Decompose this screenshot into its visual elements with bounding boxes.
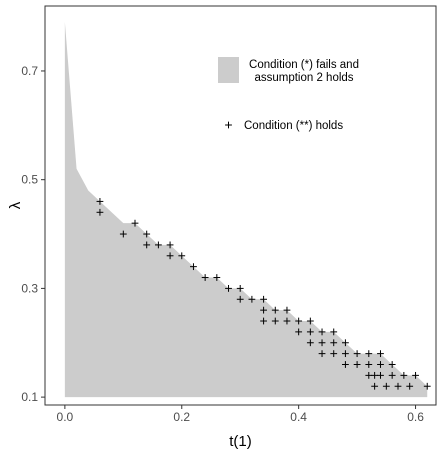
plus-point [330,339,338,347]
x-tick-label: 0.6 [407,410,424,424]
y-tick-label: 0.7 [21,64,38,78]
plus-point [271,317,279,325]
plus-point [377,371,384,379]
plus-point [388,361,396,368]
plus-point [143,230,151,238]
x-tick-label: 0.0 [57,410,74,424]
plus-point [166,241,174,249]
plus-point [330,328,338,336]
plus-point [318,350,326,358]
plus-point [377,350,384,358]
plus-point [365,350,373,358]
plus-point [236,295,244,303]
legend-region-label-line2: assumption 2 holds [254,72,353,84]
legend-region-swatch [218,57,239,83]
plus-point [318,328,326,336]
plus-point [190,263,197,271]
plus-point [423,382,431,390]
y-axis-title: λ [7,201,24,209]
y-axis: 0.1 0.3 0.5 0.7 [21,64,45,404]
plus-point [96,198,104,205]
y-tick-label: 0.5 [21,173,38,187]
plus-point [353,350,361,358]
plus-point [406,382,414,390]
region-area [64,22,428,398]
plus-point [213,274,221,281]
panel-border [44,5,437,406]
plus-point [342,339,349,347]
plus-point [166,252,174,260]
plus-point [295,317,303,325]
plus-point [318,339,326,347]
x-tick-label: 0.2 [173,410,190,424]
plus-point [143,241,151,249]
plus-point [412,371,419,379]
plus-point [225,284,232,292]
plus-point [271,306,279,314]
x-axis: 0.0 0.2 0.4 0.6 [57,405,424,424]
plus-point [377,361,384,368]
plus-point [388,371,396,379]
plus-point [365,371,373,379]
plus-point [178,252,186,260]
plus-point [400,371,408,379]
plus-point [283,317,291,325]
plus-point [394,382,402,390]
legend-plus-marker [225,121,232,129]
plus-point [365,361,373,368]
plus-point [382,382,390,390]
x-axis-title: t(1) [229,433,252,450]
plus-point [342,361,349,368]
plus-point [371,371,379,379]
plus-point [371,382,379,390]
plus-point [236,284,244,292]
plus-point [330,350,338,358]
plus-point [96,208,104,216]
plus-point [353,361,361,368]
y-tick-label: 0.3 [21,281,38,295]
plus-point [131,219,139,227]
legend-region-label-line1: Condition (*) fails and [249,59,359,71]
plus-point [295,328,303,336]
plot-points-layer [96,198,431,390]
plus-point [342,350,349,358]
plus-point [306,339,314,347]
plus-point [248,295,256,303]
plus-point [283,306,291,314]
x-tick-label: 0.4 [290,410,307,424]
plus-point [154,241,162,249]
plus-point [119,230,127,238]
plus-point [260,317,267,325]
plot-region-layer [64,22,428,398]
plus-point [260,295,267,303]
plus-point [306,328,314,336]
plus-point [201,274,209,281]
y-tick-label: 0.1 [21,390,38,404]
plus-point [260,306,267,314]
legend-points-label: Condition (**) holds [244,120,343,132]
plus-point [306,317,314,325]
